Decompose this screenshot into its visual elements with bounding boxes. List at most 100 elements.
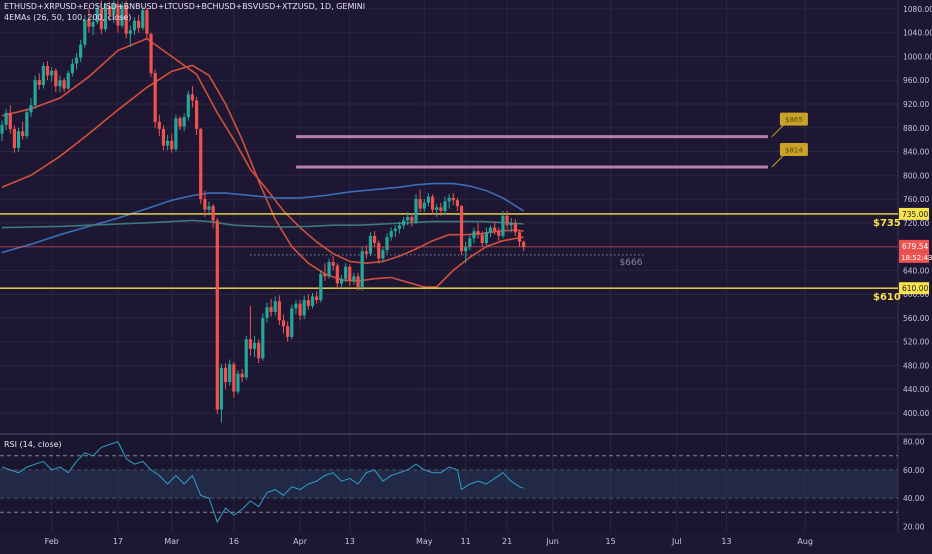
time-tick-label: May — [416, 537, 433, 546]
candle-body — [244, 339, 248, 378]
price-axis[interactable]: 400.00 440.00 480.00 520.00 560.00 600.00 640.… — [899, 5, 932, 531]
candle-body — [211, 206, 215, 221]
annotation-label: $666 — [620, 258, 643, 268]
candle-body — [83, 19, 87, 45]
current-price-tag — [899, 239, 929, 252]
candle-body — [397, 225, 402, 229]
symbol-title: ETHUSD+XRPUSD+EOSUSD+BNBUSD+LTCUSD+BCHUS… — [4, 2, 366, 11]
candle-body — [476, 231, 480, 235]
time-tick-label: 11 — [461, 537, 471, 546]
candle-body — [132, 20, 137, 31]
candle-body — [33, 80, 37, 106]
ema-line-ema-200 — [1, 219, 524, 229]
rsi-tick-label: 20.00 — [903, 522, 925, 531]
rsi-tick-label: 60.00 — [903, 466, 925, 475]
candle-body — [166, 140, 170, 146]
rsi-tick-label: 40.00 — [903, 494, 925, 503]
time-tick-label: 13 — [345, 537, 355, 546]
candle-body — [356, 276, 360, 288]
price-tick-label: 880.00 — [903, 124, 929, 133]
price-tick-label: 520.00 — [903, 338, 929, 347]
candle-body — [232, 364, 236, 392]
level-axis-tag — [899, 207, 929, 220]
candle-body — [501, 215, 505, 236]
candle-body — [194, 100, 199, 129]
candle-body — [236, 373, 240, 392]
candle-body — [103, 6, 108, 30]
price-tick-label: 920.00 — [903, 100, 929, 109]
time-tick-label: Jun — [545, 537, 559, 546]
candle-body — [335, 265, 339, 284]
candle-body — [451, 197, 455, 201]
annotations: $666 — [0, 246, 898, 268]
candle-body — [302, 300, 306, 316]
candle-body — [16, 131, 21, 148]
candle-body — [422, 202, 426, 209]
candle-body — [182, 117, 186, 127]
candle-body — [228, 364, 232, 383]
candle-body — [128, 30, 132, 34]
candle-body — [4, 112, 8, 125]
level-axis-tag-text: 610.00 — [902, 284, 928, 293]
ema-line-ema-100 — [1, 182, 525, 254]
level-label: $610 — [873, 292, 901, 303]
candle-body — [472, 231, 476, 239]
time-tick-label: Apr — [293, 537, 308, 546]
price-tick-label: 400.00 — [903, 409, 929, 418]
rsi-tick-label: 80.00 — [903, 438, 925, 447]
candle-body — [447, 197, 451, 202]
candle-body — [120, 5, 124, 26]
candle-body — [310, 296, 315, 307]
candle-body — [319, 273, 323, 301]
candle-body — [360, 251, 364, 288]
candle-body — [377, 243, 381, 259]
candle-body — [455, 200, 459, 207]
ema-line-ema-50 — [1, 64, 524, 288]
candle-body — [12, 128, 17, 148]
candle-body — [368, 235, 373, 254]
candle-body — [203, 199, 207, 210]
candle-body — [124, 5, 128, 34]
countdown-tag — [899, 251, 929, 263]
candle-body — [149, 33, 153, 74]
ema-line-ema-26 — [1, 37, 524, 265]
price-tick-label: 1080.00 — [903, 5, 932, 14]
candle-body — [430, 196, 435, 210]
candlesticks — [0, 0, 526, 423]
candle-body — [364, 251, 368, 254]
candle-body — [157, 121, 161, 129]
candle-body — [62, 80, 66, 89]
candle-body — [0, 124, 4, 134]
candle-body — [493, 227, 497, 232]
level-axis-tag-text: 735.00 — [902, 210, 928, 219]
candle-body — [290, 308, 294, 337]
candle-body — [410, 216, 414, 222]
candle-body — [219, 367, 224, 410]
candle-body — [339, 278, 344, 284]
candle-body — [459, 206, 464, 252]
candle-body — [257, 342, 261, 359]
candle-body — [265, 307, 269, 318]
candle-body — [414, 199, 418, 222]
candle-body — [286, 326, 290, 337]
candle-body — [323, 273, 327, 277]
candle-body — [252, 342, 257, 349]
candle-body — [190, 94, 195, 101]
candle-body — [145, 10, 149, 34]
price-levels: $735 $610 $865 $814 — [0, 112, 901, 303]
candle-body — [344, 266, 348, 279]
candle-body — [385, 237, 389, 251]
candle-body — [513, 222, 517, 233]
candle-body — [99, 8, 103, 30]
candle-body — [108, 6, 112, 15]
candle-body — [273, 301, 277, 312]
candle-body — [186, 94, 190, 118]
candle-body — [112, 4, 116, 15]
time-tick-label: 13 — [721, 537, 731, 546]
candle-body — [8, 112, 12, 129]
time-axis[interactable]: Feb 17 Mar 16 Apr 13 May 11 21 Jun 15 Jul 13 Aug — [45, 537, 813, 546]
candle-body — [240, 373, 244, 378]
candle-body — [29, 105, 33, 113]
